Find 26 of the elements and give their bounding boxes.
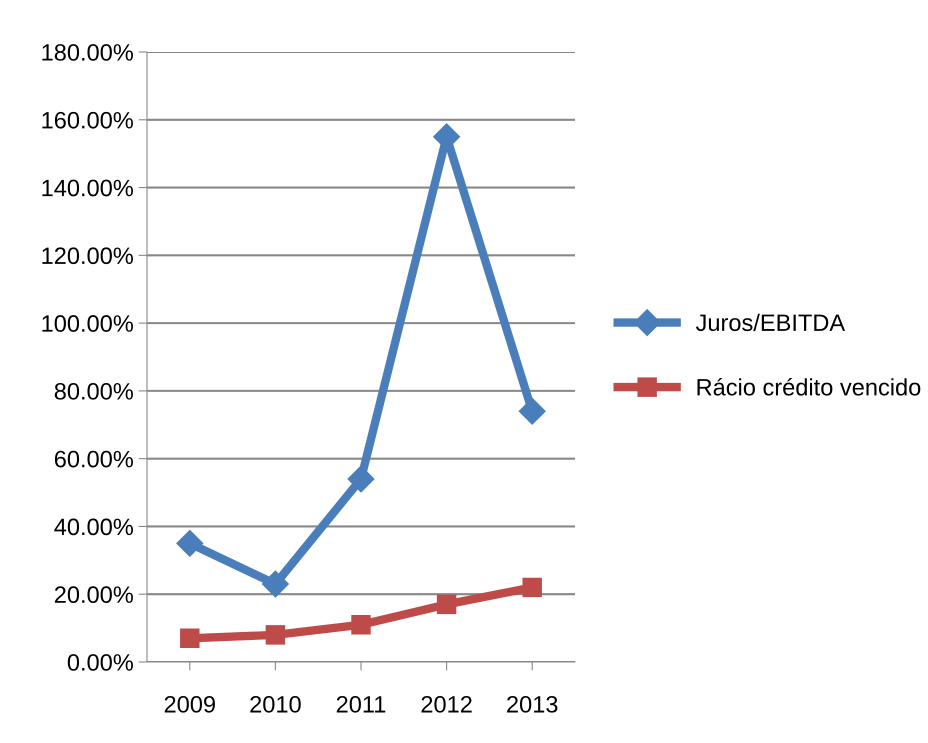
y-tick-label: 20.00% (54, 586, 133, 604)
point (518, 398, 546, 425)
legend-label: Juros/EBITDA (696, 314, 846, 332)
point (522, 578, 542, 598)
point (266, 625, 286, 645)
point (351, 615, 371, 634)
x-tick-label: 2009 (164, 696, 215, 713)
y-tick-label: 160.00% (42, 112, 133, 129)
y-tick-label: 60.00% (54, 450, 133, 468)
legend-label: Rácio crédito vencido (698, 378, 920, 396)
x-tick-label: 2011 (336, 696, 386, 713)
point (262, 570, 289, 598)
y-tick-label: 40.00% (54, 518, 133, 536)
y-tick-label: 120.00% (42, 247, 133, 264)
y-tick-label: 140.00% (42, 180, 133, 196)
y-tick-label: 80.00% (54, 382, 133, 400)
point (436, 594, 456, 614)
x-tick-label: 2012 (422, 696, 472, 713)
point (176, 530, 204, 557)
x-tick-label: 2010 (250, 696, 301, 713)
point (348, 466, 374, 492)
y-tick-label: 100.00% (42, 315, 133, 332)
y-tick-label: 180.00% (42, 44, 133, 61)
y-tick-label: 0.00% (68, 654, 133, 671)
x-tick-label: 2013 (507, 696, 558, 713)
point (180, 628, 200, 648)
